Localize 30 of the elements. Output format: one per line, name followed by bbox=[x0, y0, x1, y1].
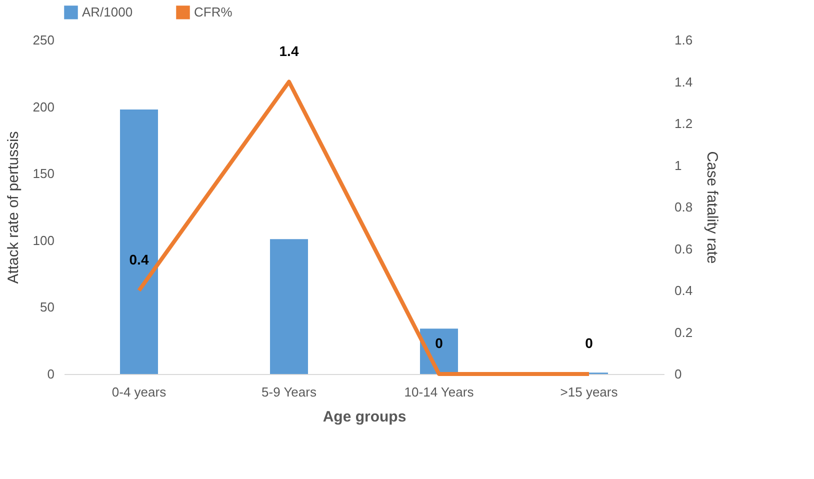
legend-label: AR/1000 bbox=[82, 4, 133, 20]
y-tick-label: 250 bbox=[32, 32, 54, 48]
data-label: 1.4 bbox=[279, 42, 299, 59]
y2-tick-label: 1.2 bbox=[674, 116, 693, 131]
y-tick-label: 0 bbox=[47, 366, 54, 382]
bar bbox=[270, 239, 308, 374]
data-label: 0 bbox=[585, 335, 594, 351]
y2-tick-label: 0.8 bbox=[674, 200, 693, 214]
y-axis-title: Attack rate of pertussis bbox=[4, 131, 22, 284]
y-tick-label: 200 bbox=[32, 99, 54, 114]
x-tick-label: >15 years bbox=[560, 384, 618, 400]
x-tick-label: 0-4 years bbox=[112, 384, 167, 400]
y2-tick-label: 0.2 bbox=[674, 324, 693, 340]
legend-label: CFR% bbox=[194, 4, 233, 20]
y2-tick-label: 0.6 bbox=[674, 241, 693, 256]
y2-axis-title: Case fatality rate bbox=[704, 151, 721, 264]
y2-tick-label: 1 bbox=[674, 158, 682, 173]
y2-tick-label: 1.6 bbox=[674, 32, 693, 48]
y-tick-label: 150 bbox=[32, 166, 54, 182]
x-tick-label: 5-9 Years bbox=[262, 384, 317, 400]
x-axis-title: Age groups bbox=[322, 408, 406, 426]
bar bbox=[120, 109, 158, 374]
data-label: 0 bbox=[435, 335, 444, 351]
data-label: 0.4 bbox=[129, 252, 149, 268]
y-tick-label: 50 bbox=[40, 300, 54, 315]
y-tick-label: 100 bbox=[32, 232, 54, 248]
y2-tick-label: 1.4 bbox=[674, 74, 693, 90]
y2-tick-label: 0 bbox=[674, 366, 682, 382]
y2-tick-label: 0.4 bbox=[674, 283, 693, 298]
x-tick-label: 10-14 Years bbox=[404, 384, 474, 400]
